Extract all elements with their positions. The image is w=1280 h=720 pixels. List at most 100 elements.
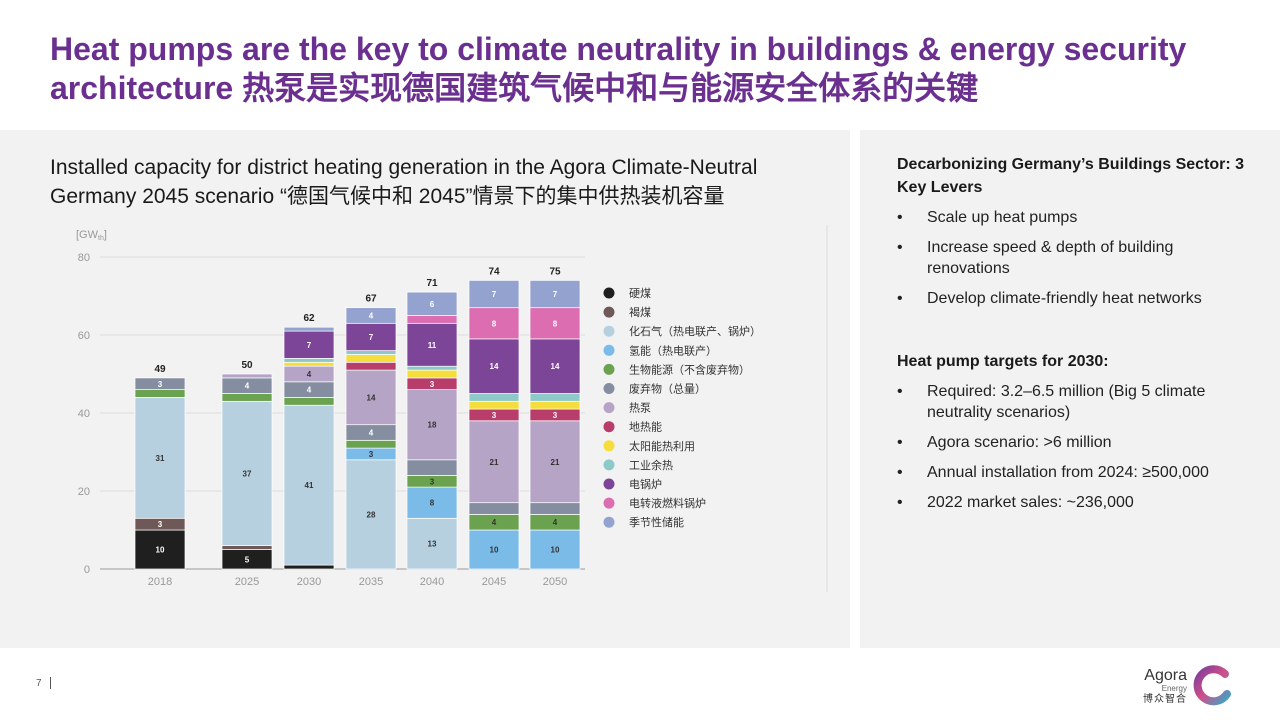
- bar-segment: [134, 529, 186, 570]
- slide-title: Heat pumps are the key to climate neutra…: [50, 31, 1187, 106]
- bar-value-label: 7: [369, 333, 374, 342]
- y-axis-unit: [GWth]: [76, 229, 107, 242]
- chart-heading: Installed capacity for district heating …: [50, 156, 758, 208]
- bar-value-label: 14: [367, 393, 376, 402]
- bar-value-label: 10: [490, 546, 499, 555]
- list-item: • Scale up heat pumps: [897, 209, 1078, 226]
- bar-segment: [406, 369, 458, 379]
- bar-segment: [283, 404, 335, 566]
- bar-segment: [529, 400, 581, 410]
- bar-total-label: 74: [488, 266, 500, 277]
- x-tick-label: 2030: [297, 576, 321, 588]
- chart-panel: Installed capacity for district heating …: [0, 130, 850, 648]
- bar-segment: [529, 338, 581, 394]
- bar-value-label: 21: [490, 458, 499, 467]
- bar-segment: [529, 529, 581, 570]
- targets-heading: Heat pump targets for 2030:: [897, 353, 1109, 370]
- legend-swatch: [603, 287, 615, 299]
- legend-swatch: [603, 421, 615, 433]
- bar-value-label: 14: [551, 362, 560, 371]
- bar-segment: [283, 326, 335, 332]
- list-item: • 2022 market sales: ~236,000: [897, 494, 1134, 511]
- bar-segment: [221, 545, 273, 550]
- legend-label: 生物能源（不含废弃物）: [629, 362, 750, 376]
- agora-logo-text: Agora Energy 博众智合: [1125, 667, 1187, 706]
- bar-segment: [406, 389, 458, 461]
- bar-value-label: 4: [307, 386, 312, 395]
- bar-segment: [529, 393, 581, 402]
- bar-segment: [406, 517, 458, 570]
- x-tick-label: 2050: [543, 576, 567, 588]
- bar-value-label: 10: [156, 546, 165, 555]
- page-number: 7: [36, 678, 42, 689]
- targets-list: • Required: 3.2–6.5 million (Big 5 climat…: [897, 381, 1257, 513]
- logo-sub: Energy: [1161, 684, 1187, 693]
- page-divider: [50, 677, 51, 689]
- list-item: • Agora scenario: >6 million: [897, 434, 1112, 451]
- y-tick-label: 0: [84, 564, 90, 576]
- legend-swatch: [603, 344, 615, 356]
- bar-segment: [345, 459, 397, 570]
- bar-segment: [468, 393, 520, 402]
- bar-value-label: 3: [369, 450, 374, 459]
- bar-total-label: 62: [303, 313, 315, 324]
- y-tick-label: 80: [78, 252, 90, 264]
- x-tick-label: 2040: [420, 576, 444, 588]
- bar-segment: [468, 529, 520, 570]
- bar-value-label: 28: [367, 510, 376, 519]
- bar-value-label: 3: [430, 380, 435, 389]
- legend-label: 电转液燃料锅炉: [629, 496, 706, 510]
- bar-value-label: 14: [490, 362, 499, 371]
- legend-label: 工业余热: [629, 458, 673, 472]
- y-tick-label: 60: [78, 330, 90, 342]
- levers-list: • Scale up heat pumps • Increase speed & d…: [897, 207, 1257, 309]
- bar-value-label: 7: [307, 341, 312, 350]
- agora-logo-icon: [1193, 665, 1231, 706]
- bar-segment: [345, 322, 397, 351]
- bar-value-label: 4: [307, 370, 312, 379]
- bar-segment: [134, 389, 186, 398]
- bar-value-label: 4: [492, 518, 497, 527]
- bar-segment: [406, 322, 458, 367]
- bar-value-label: 21: [551, 458, 560, 467]
- bar-value-label: 4: [553, 518, 558, 527]
- bar-segment: [345, 439, 397, 449]
- bar-segment: [283, 397, 335, 406]
- bar-value-label: 13: [428, 540, 437, 549]
- legend-label: 太阳能热利用: [629, 439, 695, 453]
- bar-segment: [134, 377, 186, 390]
- stacked-bar-chart: [GWth]0204060801033134920185374502025414…: [76, 225, 828, 592]
- bar-value-label: 3: [492, 411, 497, 420]
- bar-segment: [283, 361, 335, 367]
- bar-total-label: 75: [549, 266, 561, 277]
- bar-value-label: 31: [156, 454, 165, 463]
- bar-segment: [134, 397, 186, 519]
- bar-value-label: 10: [551, 546, 560, 555]
- legend-swatch: [603, 383, 615, 394]
- x-tick-label: 2035: [359, 576, 383, 588]
- bar-segment: [529, 420, 581, 504]
- bar-segment: [468, 307, 520, 340]
- legend-label: 硬煤: [629, 287, 651, 300]
- x-tick-label: 2018: [148, 576, 172, 588]
- bar-segment: [221, 400, 273, 546]
- legend-label: 废弃物（总量）: [629, 382, 706, 396]
- bar-value-label: 3: [158, 380, 163, 389]
- legend-label: 电锅炉: [629, 478, 662, 491]
- list-item: • Annual installation from 2024: ≥500,000: [897, 464, 1209, 481]
- bar-segment: [529, 502, 581, 515]
- legend-swatch: [603, 325, 615, 337]
- targets-block: Heat pump targets for 2030: • Required: 3…: [897, 350, 1257, 522]
- y-tick-label: 40: [78, 408, 90, 420]
- legend-swatch: [603, 363, 615, 375]
- bar-total-label: 67: [365, 294, 377, 305]
- bar-total-label: 71: [426, 278, 438, 289]
- levers-block: Decarbonizing Germany’s Buildings Sector…: [897, 153, 1257, 318]
- legend-label: 褐煤: [629, 305, 651, 319]
- bar-total-label: 50: [241, 360, 253, 371]
- bar-total-label: 49: [154, 364, 166, 375]
- bar-segment: [468, 502, 520, 515]
- bar-segment: [468, 420, 520, 504]
- bar-segment: [529, 280, 581, 309]
- bar-value-label: 6: [430, 300, 435, 309]
